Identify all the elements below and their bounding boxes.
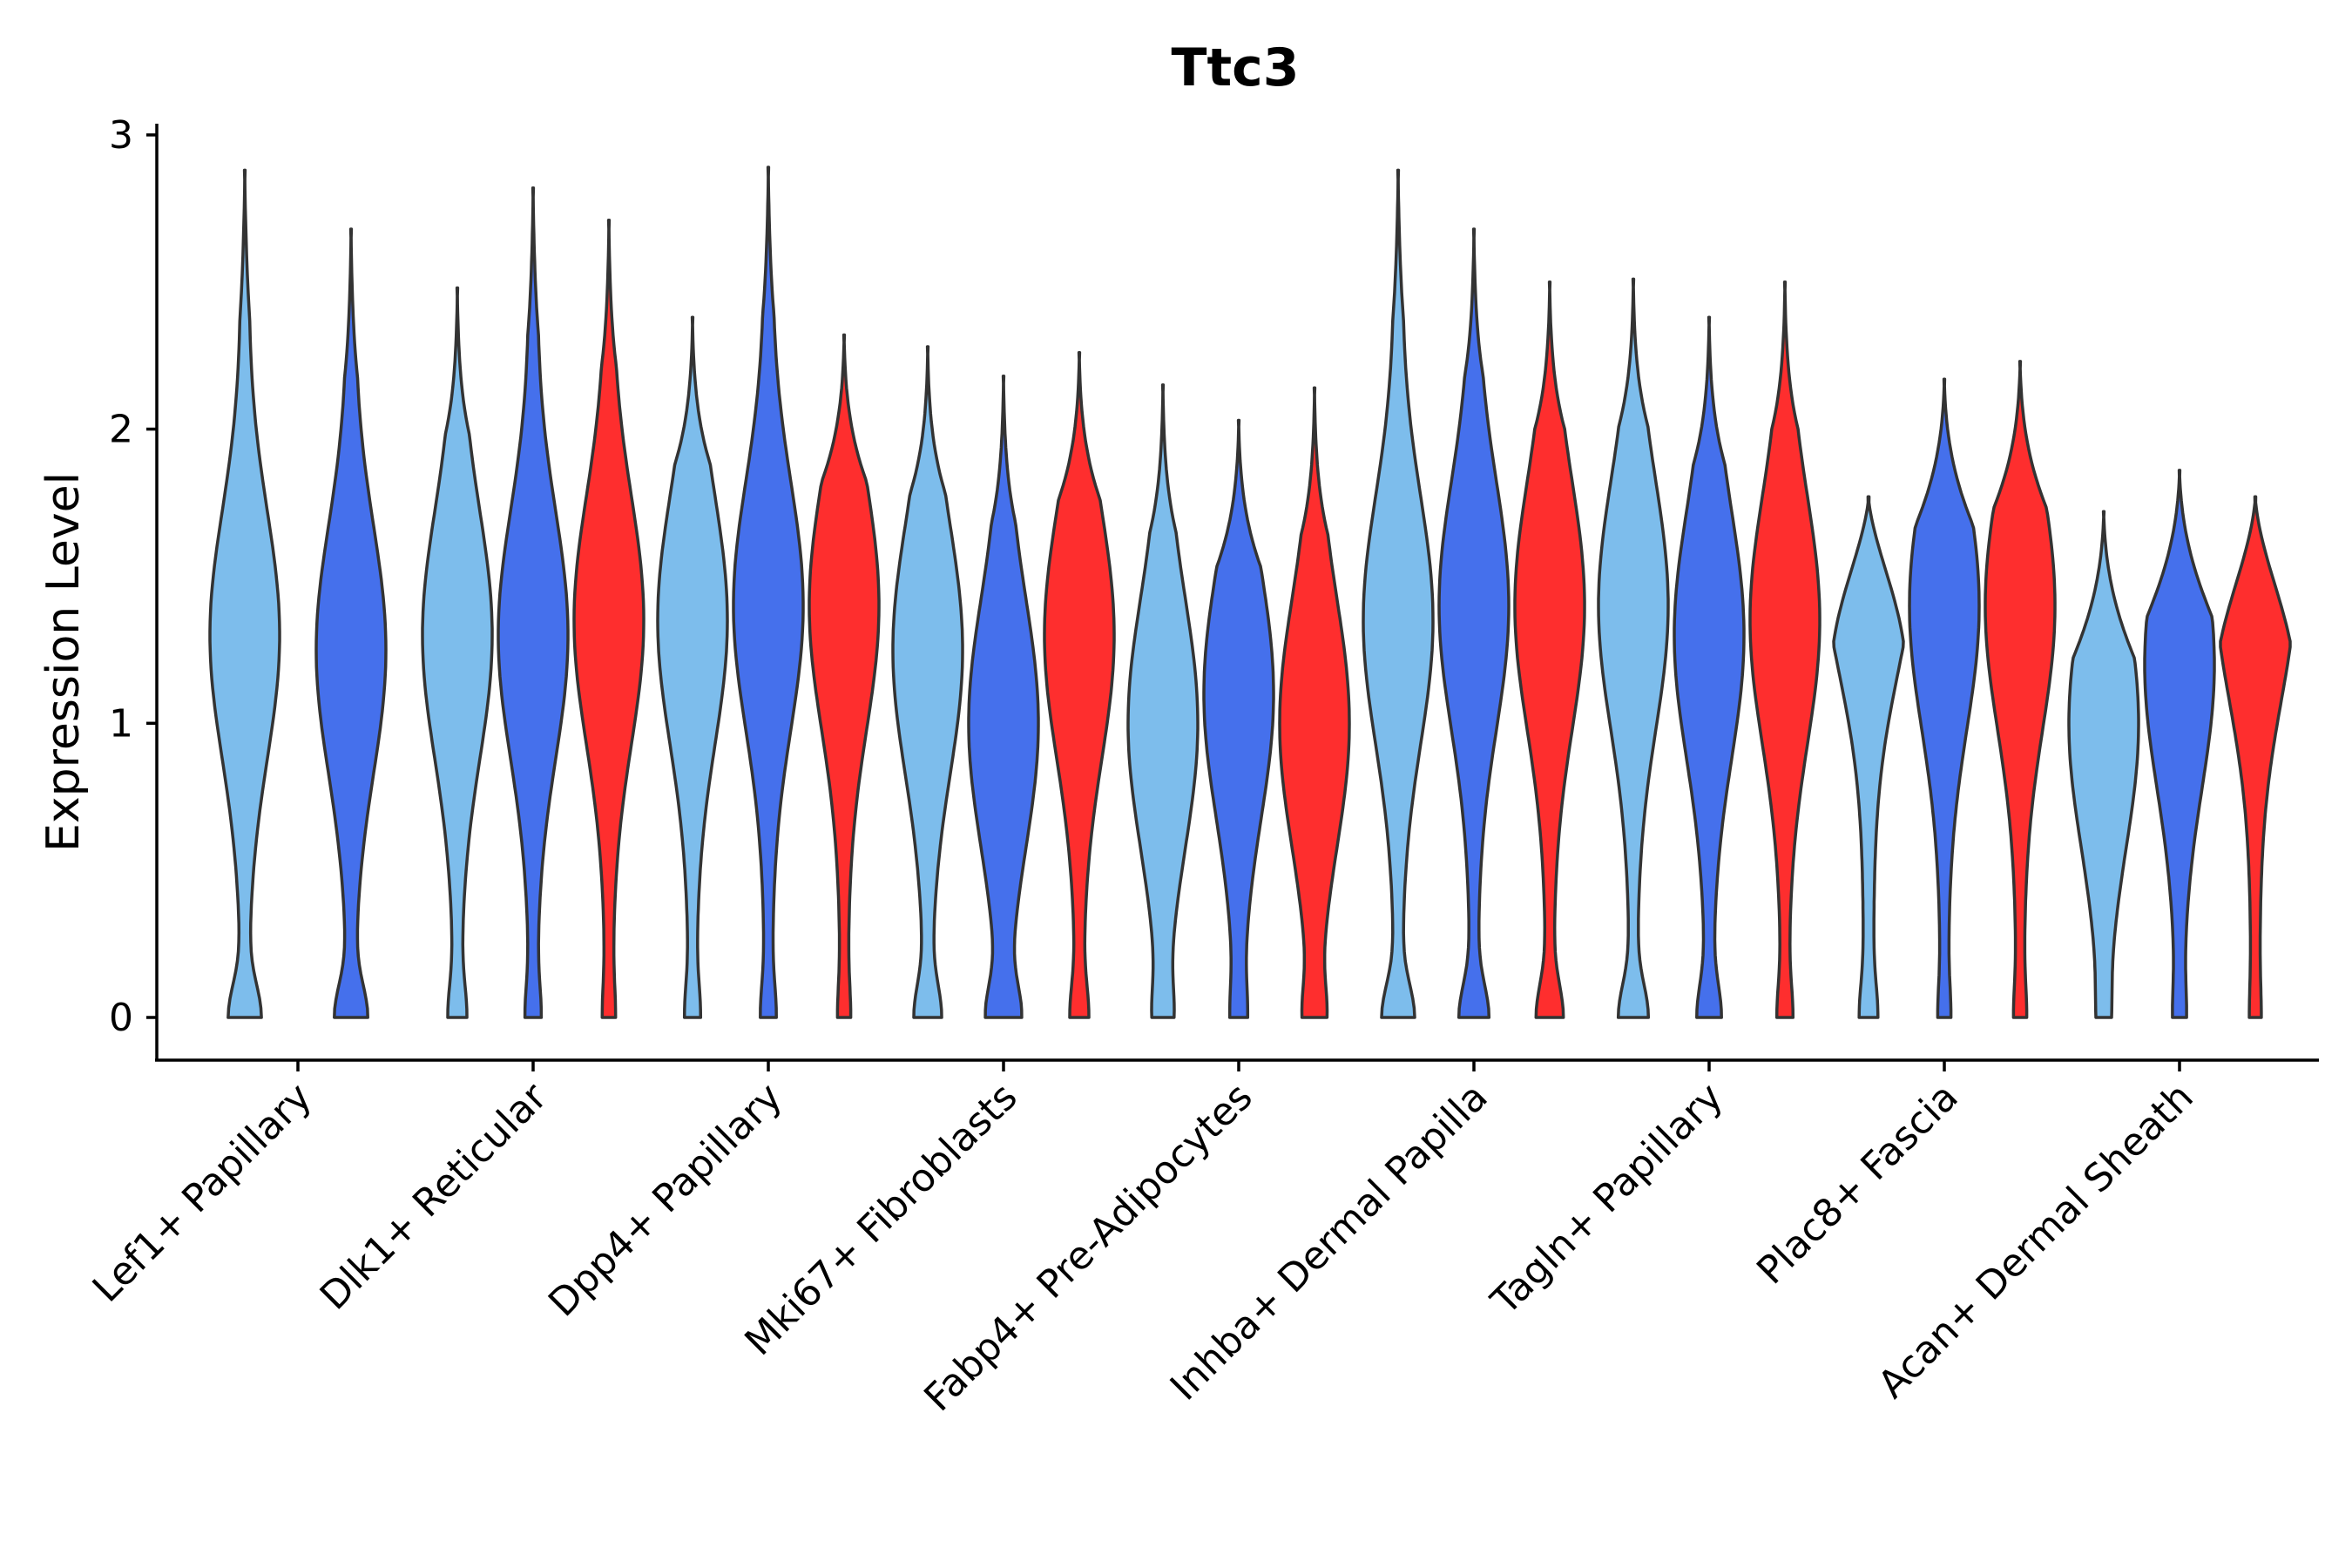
y-tick-label: 0 [109,996,133,1040]
violin-mark [2143,469,2216,1019]
violin-mark [208,168,281,1019]
violin-mark [1278,386,1351,1019]
violin-mark [572,219,645,1019]
violin-mark [421,286,494,1019]
violin-mark [1202,418,1275,1019]
violin-mark [656,315,729,1019]
violin-mark [1597,277,1670,1019]
y-axis: 0 1 2 3 [109,113,159,1060]
violin-mark [1513,280,1586,1019]
violins-layer [208,166,2292,1019]
x-tick-label: Lef1+ Papillary [84,1075,321,1311]
violin-mark [967,375,1040,1019]
violin-mark [1673,315,1746,1019]
x-tick-label: Plac8+ Fascia [1748,1075,1967,1294]
violin-mark [808,333,881,1019]
violin-mark [891,345,964,1019]
chart-title: Ttc3 [1172,37,1300,98]
x-tick-label: Dlk1+ Reticular [312,1074,557,1319]
y-axis-label: Expression Level [37,472,90,852]
violin-mark [1984,360,2057,1019]
violin-mark [1362,168,1435,1019]
violin-mark [1908,377,1981,1019]
violin-mark [497,186,570,1019]
violin-mark [1748,280,1821,1019]
y-tick-label: 1 [109,701,133,746]
violin-mark [1437,227,1511,1019]
violin-mark [2067,510,2140,1019]
violin-mark [1126,383,1200,1019]
violin-mark [732,166,805,1019]
violin-mark [2219,495,2292,1019]
violin-mark [1043,351,1116,1019]
y-tick-label: 3 [109,113,133,158]
x-tick-label: Tagln+ Papillary [1483,1075,1732,1324]
violin-mark [1832,495,1905,1019]
y-tick-label: 2 [109,408,133,452]
violin-mark [314,227,388,1019]
x-tick-label: Dpp4+ Papillary [540,1075,791,1326]
